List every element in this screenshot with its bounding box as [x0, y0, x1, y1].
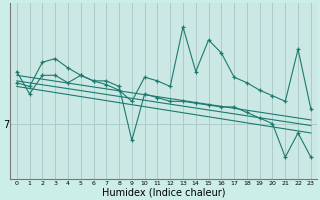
X-axis label: Humidex (Indice chaleur): Humidex (Indice chaleur)	[102, 187, 226, 197]
